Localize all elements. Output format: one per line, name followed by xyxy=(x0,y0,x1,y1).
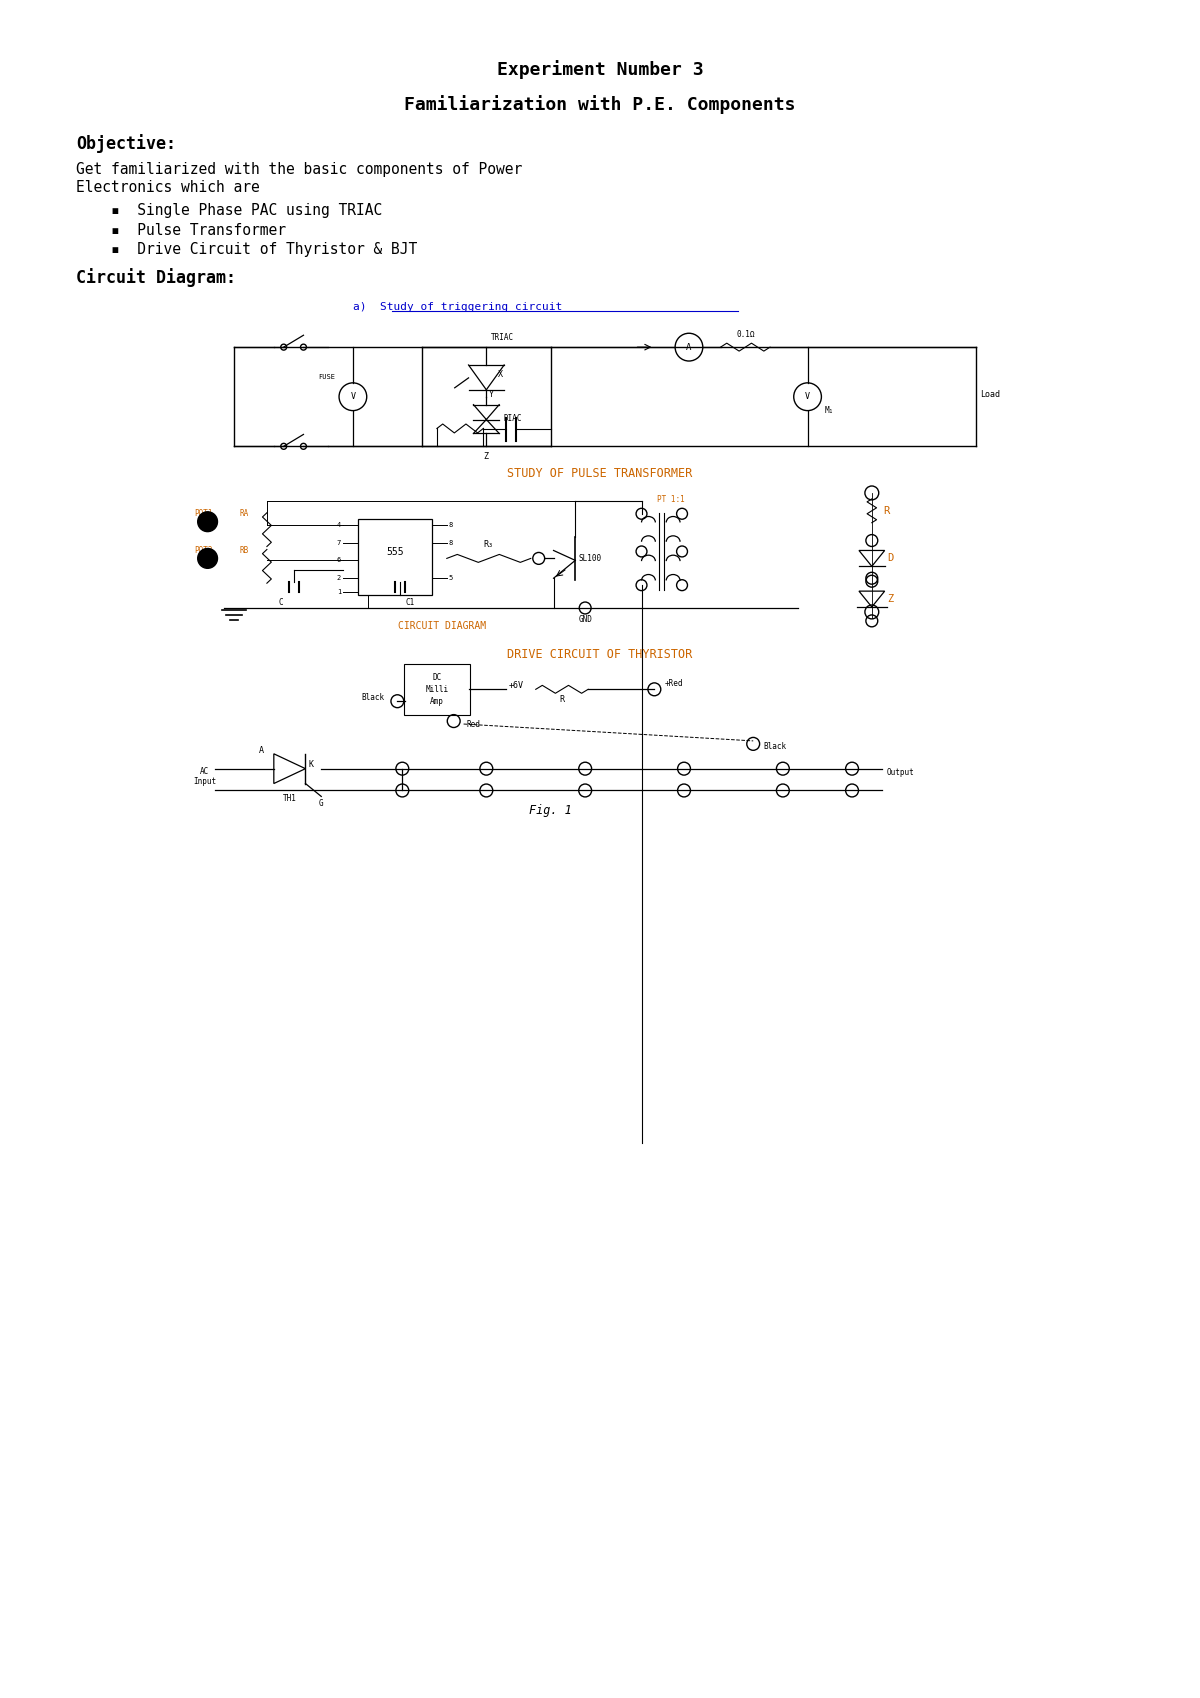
Text: Get familiarized with the basic components of Power
Electronics which are: Get familiarized with the basic componen… xyxy=(76,163,522,195)
Text: R₃: R₃ xyxy=(484,540,494,550)
Text: R: R xyxy=(559,694,564,703)
Text: FUSE: FUSE xyxy=(318,374,335,380)
Text: POT2: POT2 xyxy=(194,547,214,555)
Text: 2: 2 xyxy=(337,576,341,581)
Text: ▪  Pulse Transformer: ▪ Pulse Transformer xyxy=(110,222,286,238)
Bar xyxy=(358,518,432,594)
Text: CIRCUIT DIAGRAM: CIRCUIT DIAGRAM xyxy=(397,621,486,632)
Text: 8: 8 xyxy=(449,521,454,528)
Text: Y: Y xyxy=(490,391,494,399)
Text: C: C xyxy=(278,598,283,606)
Text: 5: 5 xyxy=(449,576,454,581)
Text: 7: 7 xyxy=(337,540,341,545)
Text: DC: DC xyxy=(432,672,442,683)
Text: D: D xyxy=(888,554,894,564)
Text: Objective:: Objective: xyxy=(76,134,176,153)
Text: RA: RA xyxy=(239,509,248,518)
Text: G: G xyxy=(319,798,324,808)
Text: TH1: TH1 xyxy=(283,795,296,803)
Text: +6V: +6V xyxy=(509,681,524,689)
Text: X: X xyxy=(498,370,503,379)
Text: Milli: Milli xyxy=(425,684,449,694)
Text: V: V xyxy=(350,392,355,401)
Text: SL100: SL100 xyxy=(578,554,601,564)
Text: RB: RB xyxy=(239,547,248,555)
Text: 555: 555 xyxy=(386,547,403,557)
Text: Experiment Number 3: Experiment Number 3 xyxy=(497,59,703,78)
Circle shape xyxy=(198,511,217,531)
Text: Fig. 1: Fig. 1 xyxy=(529,803,572,817)
Text: AC
Input: AC Input xyxy=(193,767,216,786)
Text: PT 1:1: PT 1:1 xyxy=(658,494,685,504)
Text: Circuit Diagram:: Circuit Diagram: xyxy=(76,268,236,287)
Text: 8: 8 xyxy=(449,540,454,545)
Text: 0.1Ω: 0.1Ω xyxy=(736,329,755,340)
Circle shape xyxy=(198,548,217,569)
Text: 4: 4 xyxy=(337,521,341,528)
Text: Amp: Amp xyxy=(430,696,444,706)
Text: V: V xyxy=(805,392,810,401)
Text: C1: C1 xyxy=(406,598,415,606)
Text: Black: Black xyxy=(763,742,786,751)
Text: K: K xyxy=(308,761,313,769)
Text: STUDY OF PULSE TRANSFORMER: STUDY OF PULSE TRANSFORMER xyxy=(508,467,692,479)
Text: GND: GND xyxy=(578,615,592,625)
Text: ▪  Single Phase PAC using TRIAC: ▪ Single Phase PAC using TRIAC xyxy=(110,202,382,217)
Text: Red: Red xyxy=(467,720,480,728)
Text: a)  Study of triggering circuit: a) Study of triggering circuit xyxy=(353,302,562,312)
Text: +Red: +Red xyxy=(665,679,683,688)
Text: Familiarization with P.E. Components: Familiarization with P.E. Components xyxy=(404,95,796,114)
Text: 1: 1 xyxy=(337,589,341,594)
Text: Output: Output xyxy=(887,767,914,778)
Text: DIAC: DIAC xyxy=(503,414,522,423)
Text: Z: Z xyxy=(484,452,488,460)
Text: A: A xyxy=(686,343,691,351)
Text: POT1: POT1 xyxy=(194,509,214,518)
Text: Black: Black xyxy=(361,693,384,701)
Text: A: A xyxy=(259,747,264,756)
Text: M₁: M₁ xyxy=(824,406,834,414)
Text: TRIAC: TRIAC xyxy=(491,333,515,343)
Text: DRIVE CIRCUIT OF THYRISTOR: DRIVE CIRCUIT OF THYRISTOR xyxy=(508,649,692,661)
Text: Load: Load xyxy=(980,391,1001,399)
Text: R: R xyxy=(883,506,890,516)
Text: ▪  Drive Circuit of Thyristor & BJT: ▪ Drive Circuit of Thyristor & BJT xyxy=(110,243,416,258)
Text: Z: Z xyxy=(888,594,894,604)
Text: 6: 6 xyxy=(337,557,341,564)
